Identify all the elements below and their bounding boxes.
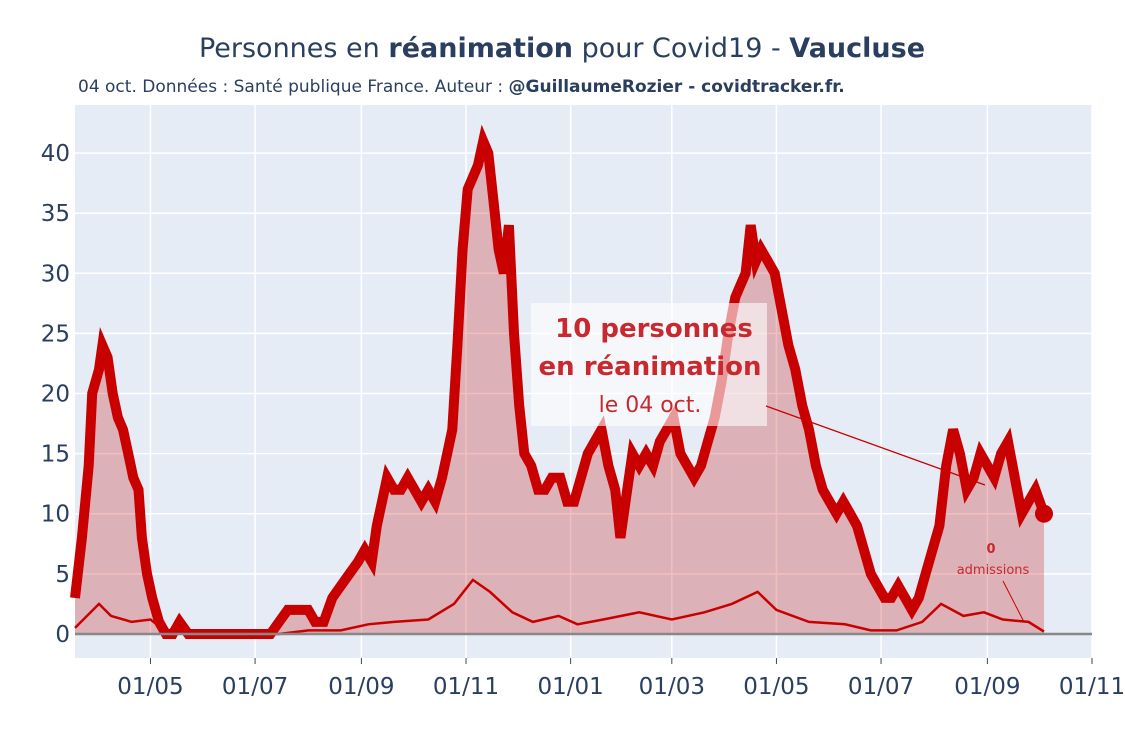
x-tick-label: 01/01: [537, 674, 603, 700]
y-tick-label: 5: [55, 562, 70, 588]
x-tick-label: 01/05: [743, 674, 809, 700]
axis-layer: 0 5 10 15 20 25 30 35 40 01/05 01/07 01/09 01/11 01/0…: [41, 141, 1125, 700]
title-bold-reanimation: réanimation: [388, 33, 573, 64]
data-layer: [70, 124, 1092, 639]
title-middle: pour Covid19 -: [573, 33, 789, 64]
x-tick-label: 01/11: [433, 674, 499, 700]
x-tick-label: 01/09: [954, 674, 1020, 700]
admissions-value: 0: [986, 542, 995, 557]
y-tick-label: 10: [41, 502, 70, 528]
y-tick-label: 35: [41, 201, 70, 227]
annotation-layer: 10 personnes en réanimation le 04 oct. 0…: [531, 303, 1030, 623]
latest-value-marker: [1034, 504, 1053, 523]
admissions-line: [74, 578, 1045, 636]
reanimation-area: [75, 141, 1044, 634]
y-tick-label: 25: [41, 321, 70, 347]
y-tick-label: 20: [41, 382, 70, 408]
x-tick-label: 01/03: [639, 674, 705, 700]
subtitle-prefix: 04 oct. Données : Santé publique France.…: [78, 77, 509, 97]
y-tick-label: 0: [55, 622, 70, 648]
annotation-box: [531, 303, 767, 426]
subtitle-author: @GuillaumeRozier - covidtracker.fr.: [509, 77, 845, 97]
x-tick-label: 01/07: [222, 674, 288, 700]
y-tick-label: 15: [41, 442, 70, 468]
x-tick-label: 01/07: [848, 674, 914, 700]
annotation-line3: le 04 oct.: [599, 393, 702, 418]
admissions-label: admissions: [957, 563, 1030, 578]
chart-title: Personnes en réanimation pour Covid19 - …: [199, 33, 925, 64]
admissions-arrow: [1002, 580, 1025, 623]
title-prefix: Personnes en: [199, 33, 388, 64]
y-tick-label: 40: [41, 141, 70, 167]
annotation-line2: en réanimation: [539, 352, 762, 382]
x-tick-label: 01/11: [1059, 674, 1125, 700]
annotation-arrow: [765, 405, 986, 486]
chart-subtitle: 04 oct. Données : Santé publique France.…: [78, 77, 845, 97]
x-tick-label: 01/09: [328, 674, 394, 700]
x-tick-label: 01/05: [117, 674, 183, 700]
y-tick-label: 30: [41, 261, 70, 287]
annotation-line1: 10 personnes: [555, 314, 753, 344]
title-bold-region: Vaucluse: [789, 33, 925, 64]
